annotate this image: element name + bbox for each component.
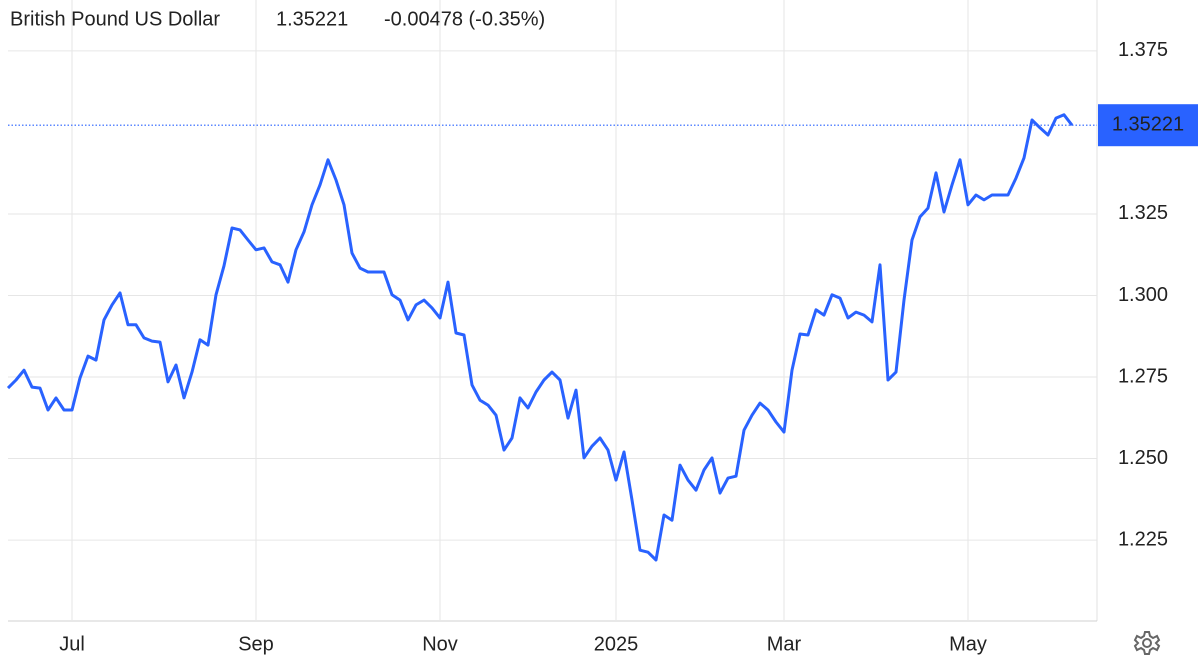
y-tick-label: 1.250 xyxy=(1118,447,1168,469)
header-change: -0.00478 (-0.35%) xyxy=(384,8,545,30)
x-tick-label: Sep xyxy=(238,633,274,655)
chart-title: British Pound US Dollar xyxy=(10,8,220,30)
settings-icon[interactable] xyxy=(1133,631,1161,655)
x-tick-label: Jul xyxy=(59,633,85,655)
y-tick-label: 1.375 xyxy=(1118,39,1168,61)
y-tick-label: 1.275 xyxy=(1118,365,1168,387)
grid xyxy=(8,0,1097,620)
price-line xyxy=(6,113,1074,562)
x-tick-label: 2025 xyxy=(594,633,639,655)
y-tick-label: 1.325 xyxy=(1118,202,1168,224)
x-tick-label: May xyxy=(949,633,987,655)
x-tick-label: Mar xyxy=(767,633,802,655)
y-tick-label: 1.225 xyxy=(1118,528,1168,550)
header-price: 1.35221 xyxy=(276,8,348,30)
last-price-label: 1.35221 xyxy=(1112,113,1184,135)
last-price-box xyxy=(1098,104,1198,147)
y-tick-label: 1.300 xyxy=(1118,284,1168,306)
x-tick-label: Nov xyxy=(422,633,458,655)
